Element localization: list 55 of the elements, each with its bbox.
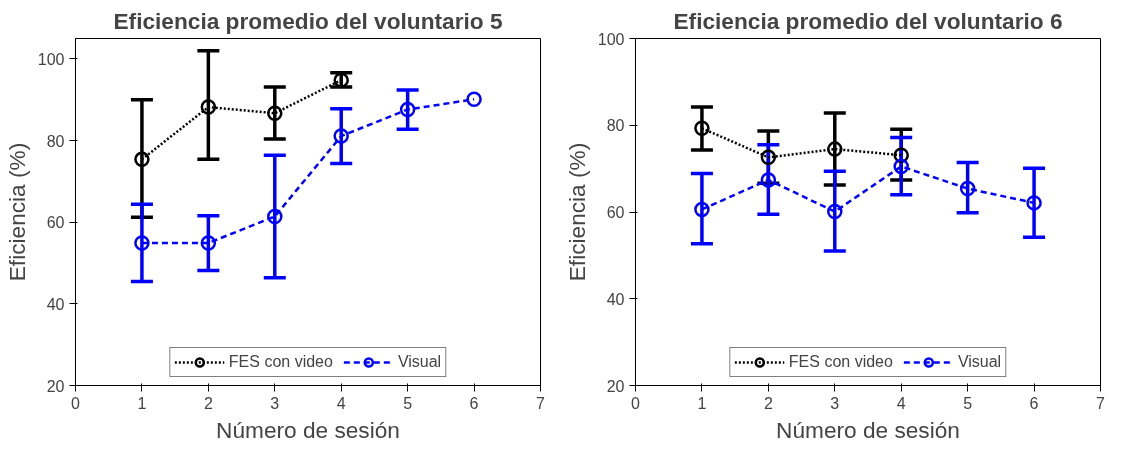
x-tick-label: 3 — [830, 394, 840, 412]
point — [134, 235, 150, 251]
point — [333, 72, 349, 88]
chart-title: Eficiencia promedio del voluntario 5 — [113, 7, 503, 34]
x-tick-label: 1 — [697, 394, 707, 412]
point — [200, 99, 217, 115]
point — [267, 208, 283, 225]
y-tick-label: 100 — [37, 50, 65, 68]
y-tick-label: 20 — [606, 377, 625, 395]
x-tick-label: 5 — [403, 394, 413, 412]
y-tick-label: 60 — [606, 204, 625, 221]
legend-label: FES con video — [788, 353, 893, 371]
y-tick-label: 20 — [46, 377, 65, 395]
x-tick-label: 0 — [631, 394, 641, 412]
point — [827, 203, 843, 220]
x-tick-label: 0 — [71, 394, 81, 412]
x-tick-label: 6 — [1029, 394, 1039, 412]
y-axis-title: Eficiencia (%) — [563, 142, 590, 282]
y-tick-label: 80 — [606, 117, 625, 135]
point — [134, 151, 150, 168]
x-tick-label: 5 — [963, 394, 973, 412]
point — [466, 91, 482, 108]
legend-label: Visual — [397, 353, 442, 371]
point — [959, 180, 976, 197]
y-axis-title: Eficiencia (%) — [3, 142, 30, 282]
y-tick-label: 40 — [606, 290, 625, 308]
x-tick-label: 6 — [469, 394, 479, 412]
point — [399, 101, 416, 118]
y-tick-label: 60 — [46, 214, 65, 232]
x-axis-title: Número de sesión — [776, 416, 960, 443]
y-tick-label: 40 — [46, 295, 65, 313]
y-tick-label: 80 — [46, 132, 65, 150]
point — [893, 158, 909, 175]
point — [694, 120, 710, 137]
x-axis-title: Número de sesión — [216, 416, 400, 443]
x-tick-label: 7 — [536, 394, 546, 412]
x-tick-label: 2 — [763, 394, 773, 412]
x-tick-label: 1 — [137, 394, 147, 412]
point — [200, 235, 217, 251]
point — [827, 141, 843, 157]
point — [760, 149, 777, 166]
legend-label: FES con video — [228, 353, 333, 371]
x-tick-label: 3 — [270, 394, 280, 412]
y-tick-label: 100 — [597, 30, 625, 48]
point — [1026, 195, 1042, 211]
point — [267, 105, 283, 121]
chart-title: Eficiencia promedio del voluntario 6 — [673, 7, 1063, 34]
x-tick-label: 7 — [1096, 394, 1106, 412]
x-tick-label: 4 — [336, 394, 346, 412]
x-tick-label: 4 — [896, 394, 906, 412]
point — [333, 128, 349, 144]
point — [694, 201, 710, 218]
x-tick-label: 2 — [203, 394, 213, 412]
legend-label: Visual — [957, 353, 1002, 371]
point — [760, 172, 777, 188]
